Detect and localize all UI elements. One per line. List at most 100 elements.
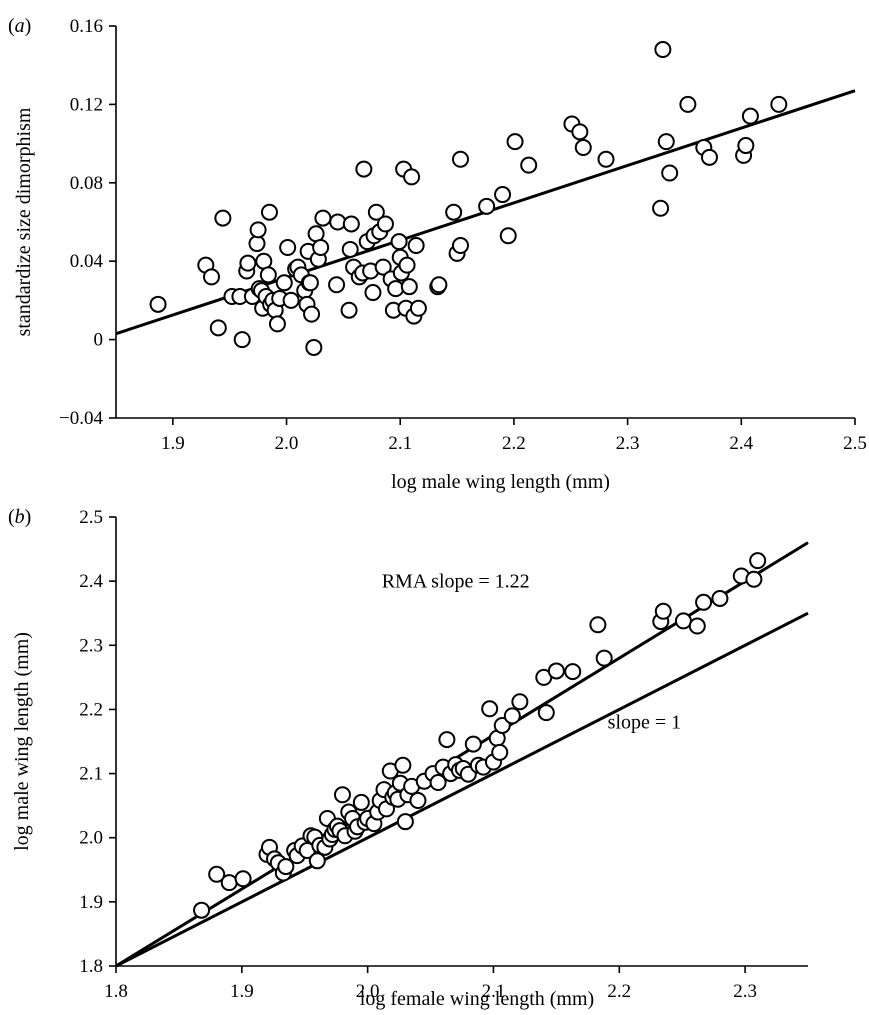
y-tick-label: 0.08 [70, 173, 103, 194]
x-tick-label: 1.9 [230, 981, 254, 1002]
x-tick-label: 2.0 [356, 981, 380, 1002]
data-point [275, 274, 293, 292]
data-point [308, 852, 326, 870]
y-tick-label: 0 [94, 330, 104, 351]
data-point [493, 716, 511, 734]
y-tick-label: −0.04 [59, 408, 103, 429]
data-point [481, 700, 499, 718]
data-point [407, 237, 425, 255]
y-tick-label: 1.8 [79, 956, 103, 977]
data-point [312, 238, 330, 256]
panel-a: −0.04 0 0.04 0.08 0.12 0.16 1.9 2.0 2.1 2.2 2.3 2.4… [8, 15, 867, 493]
data-point [494, 186, 512, 204]
data-point [239, 254, 257, 272]
y-tick-label: 0.12 [70, 94, 103, 115]
data-point [394, 756, 412, 774]
data-point [688, 617, 706, 635]
y-axis-title: standardize size dimorphism [13, 107, 35, 336]
data-point [396, 813, 414, 831]
data-point [234, 870, 252, 888]
y-tick-label: 2.2 [79, 699, 103, 720]
y-tick-label: 0.16 [70, 16, 103, 37]
y-tick-label: 2.0 [79, 828, 103, 849]
data-point [711, 589, 729, 607]
data-point [674, 612, 692, 630]
data-point [445, 203, 463, 221]
line-annotation: RMA slope = 1.22 [382, 571, 530, 593]
x-tick-label: 2.3 [733, 981, 757, 1002]
data-point [654, 602, 672, 620]
data-point [438, 731, 456, 749]
data-point [249, 221, 267, 239]
y-tick-label: 2.4 [79, 571, 103, 592]
x-tick-label: 2.4 [729, 433, 753, 454]
data-point [511, 693, 529, 711]
data-point [220, 874, 238, 892]
data-point [451, 237, 469, 255]
data-point [571, 123, 589, 141]
data-point [376, 215, 394, 233]
x-tick-label: 2.1 [482, 981, 506, 1002]
data-point [400, 278, 418, 296]
data-point [355, 160, 373, 178]
data-point [652, 199, 670, 217]
data-point [301, 274, 319, 292]
data-point [499, 227, 517, 245]
data-point [745, 570, 763, 588]
y-tick-label: 2.5 [79, 507, 103, 528]
data-point [390, 233, 408, 251]
y-tick-label: 1.9 [79, 892, 103, 913]
data-point [305, 338, 323, 356]
panel-label: (b) [8, 506, 31, 528]
data-point [430, 276, 448, 294]
data-point [700, 148, 718, 166]
data-point [203, 268, 221, 286]
data-point [364, 284, 382, 302]
data-point [403, 168, 421, 186]
data-point [595, 649, 613, 667]
panel-label: (a) [8, 15, 31, 37]
data-point [770, 95, 788, 113]
data-point [741, 107, 759, 125]
x-tick-label: 1.8 [104, 981, 128, 1002]
data-point [574, 139, 592, 157]
data-point [260, 203, 278, 221]
data-point [398, 256, 416, 274]
data-point [464, 735, 482, 753]
data-point [429, 774, 447, 792]
x-axis-title: log male wing length (mm) [391, 471, 610, 493]
data-point [451, 150, 469, 168]
data-point [352, 793, 370, 811]
y-tick-label: 2.3 [79, 635, 103, 656]
data-point [409, 792, 427, 810]
y-tick-label: 2.1 [79, 764, 103, 785]
x-tick-label: 2.5 [843, 433, 867, 454]
x-tick-label: 2.1 [388, 433, 412, 454]
data-point [491, 743, 509, 761]
data-point [268, 315, 286, 333]
data-point [374, 258, 392, 276]
data-point [661, 164, 679, 182]
data-point [259, 266, 277, 284]
data-point [478, 197, 496, 215]
data-point [328, 276, 346, 294]
data-point [282, 291, 300, 309]
data-point [387, 280, 405, 298]
data-point [341, 240, 359, 258]
x-tick-label: 1.9 [161, 433, 185, 454]
data-point [537, 704, 555, 722]
data-point [654, 41, 672, 59]
data-point [657, 133, 675, 151]
data-point [208, 865, 226, 883]
x-axis-title: log female wing length (mm) [360, 988, 594, 1010]
data-point [367, 203, 385, 221]
y-tick-label: 0.04 [70, 251, 104, 272]
data-point [340, 301, 358, 319]
data-point [409, 299, 427, 317]
data-point [233, 331, 251, 349]
data-point [589, 616, 607, 634]
data-point [149, 295, 167, 313]
data-point [679, 95, 697, 113]
line-annotation: slope = 1 [608, 712, 682, 734]
